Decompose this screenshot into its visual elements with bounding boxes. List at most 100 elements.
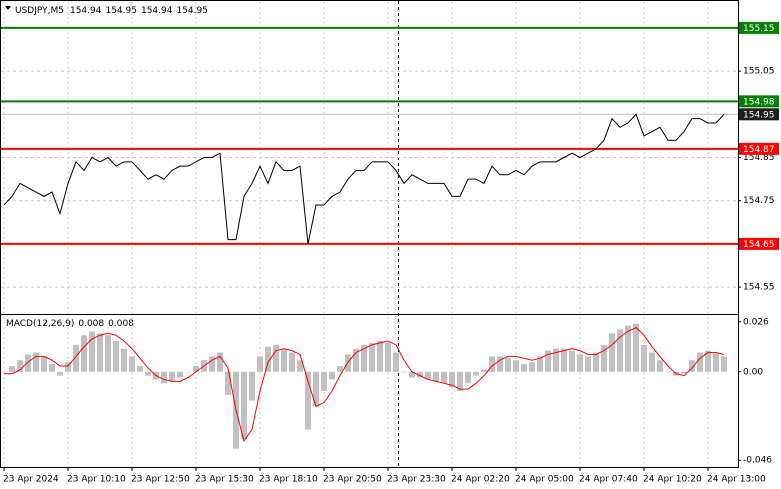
histogram-bar [337,366,343,372]
chart-header: USDJPY,M5 154.94 154.95 154.94 154.95 [15,6,208,16]
histogram-bar [321,371,327,391]
price-line [3,113,725,244]
histogram-bar [249,371,255,401]
histogram-bar [129,356,135,372]
x-tick-label: 23 Apr 15:30 [195,475,254,485]
histogram-bar [449,371,455,388]
histogram-bar [401,371,407,373]
histogram-bar [561,348,567,372]
histogram-bar [225,371,231,395]
last-price-label: 154.95 [743,110,775,120]
histogram-bar [609,333,615,372]
histogram-bar [89,331,95,372]
x-tick-label: 23 Apr 23:30 [387,475,446,485]
level-label-box [739,237,779,250]
level-label: 155.15 [743,24,775,34]
ohlc-value: 154.94 [141,6,173,16]
histogram-bar [721,356,727,372]
histogram-bar [593,352,599,372]
y-tick-label: 154.55 [743,283,775,293]
histogram-bar [601,344,607,372]
x-tick-label: 23 Apr 10:10 [67,475,126,485]
histogram-bar [257,356,263,372]
x-tick-label: 24 Apr 10:20 [643,475,702,485]
histogram-bar [241,371,247,440]
histogram-bar [289,352,295,372]
histogram-bar [329,371,335,380]
histogram-bar [577,354,583,372]
histogram-bar [625,325,631,372]
histogram-bar [145,371,151,376]
histogram-bar [169,371,175,382]
x-tick-label: 23 Apr 12:50 [131,475,190,485]
histogram-bar [137,366,143,372]
y-tick-label: 0.00 [743,367,763,377]
histogram-bar [185,371,191,373]
histogram-bar [305,371,311,430]
y-tick-label: 0.026 [743,317,769,327]
histogram-bar [25,354,31,372]
histogram-bar [217,352,223,372]
y-tick-label: -0.046 [743,456,772,466]
histogram-bar [113,341,119,372]
histogram-bar [265,346,271,372]
y-tick-label: 155.05 [743,67,775,77]
signal-line [4,326,725,443]
histogram-bar [465,371,471,384]
histogram-bar [681,371,687,374]
histogram-bar [17,360,23,372]
level-label: 154.65 [743,240,775,250]
ohlc-value: 154.95 [105,6,137,16]
histogram-bar [1,371,7,373]
histogram-bar [65,362,71,372]
histogram-bar [385,342,391,372]
histogram-bar [553,348,559,372]
histogram-bar [377,341,383,372]
histogram-bar [297,360,303,372]
histogram-bar [641,344,647,372]
histogram-bar [273,344,279,372]
histogram-bar [689,360,695,372]
histogram-bar [9,366,15,372]
histogram-bar [41,356,47,372]
indicator-value: 0.008 [108,319,134,329]
histogram-bar [665,371,671,373]
histogram-bar [433,371,439,382]
level-label: 154.87 [743,145,775,155]
y-tick-label: 154.85 [743,153,775,163]
histogram-bar [369,342,375,372]
histogram-bar [497,356,503,372]
histogram-bar [585,356,591,372]
level-label-box [739,95,779,108]
histogram-bar [457,371,463,391]
plot-frame [0,0,739,468]
level-label-box [739,142,779,155]
x-tick-label: 24 Apr 07:40 [579,475,638,485]
x-tick-label: 24 Apr 02:20 [451,475,510,485]
histogram-bar [705,350,711,372]
histogram-bar [409,371,415,378]
histogram-bar [425,371,431,380]
histogram-bar [177,371,183,378]
histogram-bar [121,348,127,372]
histogram-bar [209,356,215,372]
histogram-bar [49,364,55,372]
histogram-bar [473,371,479,376]
histogram-bar [697,352,703,372]
histogram-bar [505,358,511,372]
x-tick-label: 23 Apr 2024 [3,475,59,485]
histogram-bar [393,352,399,372]
histogram-bar [657,360,663,372]
histogram-bar [161,371,167,384]
histogram-bar [545,350,551,372]
histogram-bar [649,352,655,372]
indicator-name: MACD(12,26,9) [6,319,74,329]
histogram-bar [193,366,199,372]
menu-icon [5,6,11,10]
x-tick-label: 23 Apr 20:50 [323,475,382,485]
histogram-bar [529,362,535,372]
histogram-bar [313,371,319,407]
y-tick-label: 154.75 [743,196,775,206]
histogram-bar [281,348,287,372]
